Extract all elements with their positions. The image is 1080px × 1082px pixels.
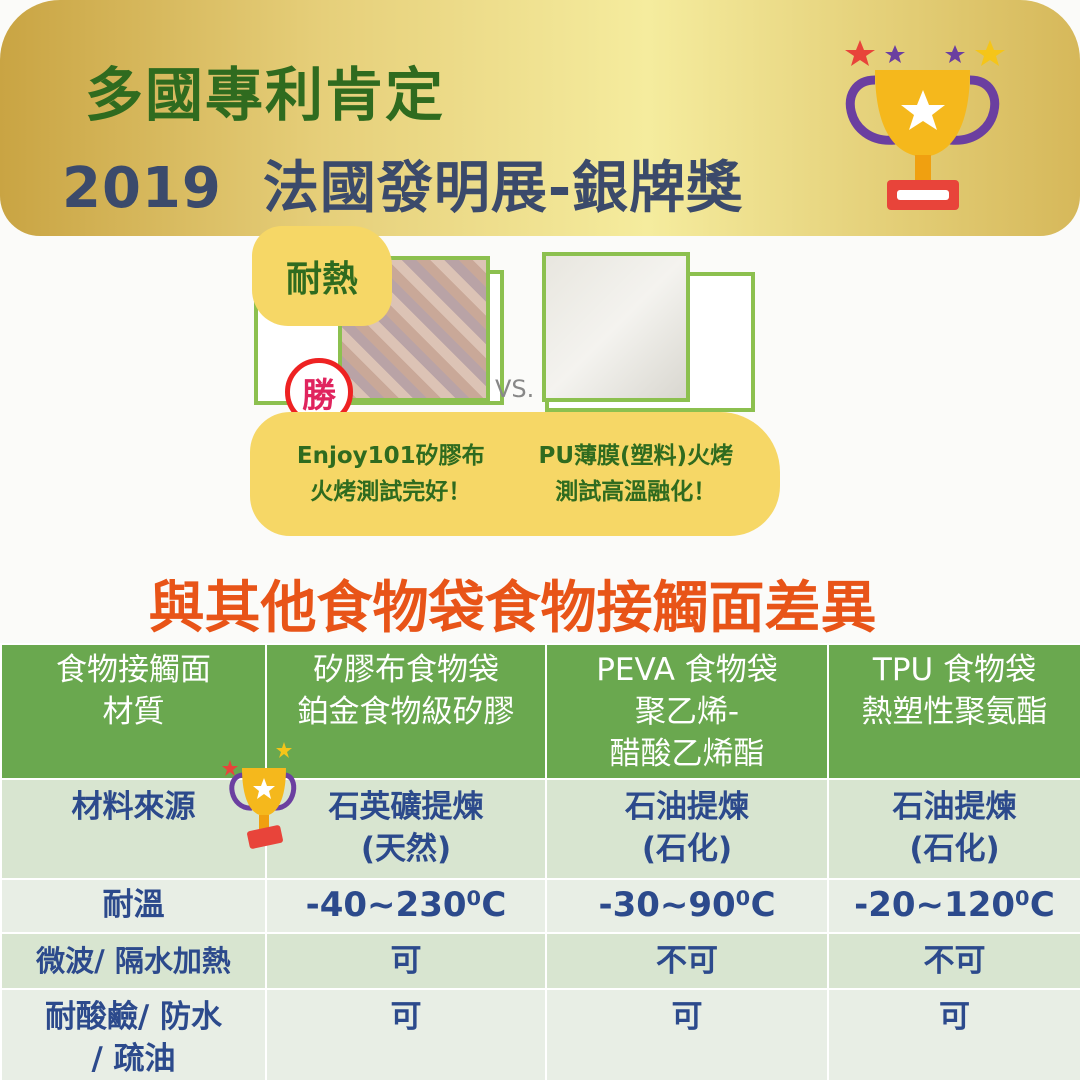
- caption-box: Enjoy101矽膠布 火烤測試完好！ PU薄膜(塑料)火烤 測試高溫融化！: [250, 412, 780, 536]
- trophy-icon: [845, 40, 1005, 210]
- table-row: 材料來源 石英礦提煉 (天然) 石油提煉 (石化) 石油提煉 (石化): [0, 778, 1080, 880]
- table-cell: 石油提煉 (石化): [545, 778, 829, 880]
- header-silicone: 矽膠布食物袋 鉑金食物級矽膠: [265, 643, 547, 780]
- table-cell: 不可: [545, 932, 829, 990]
- caption-line: 火烤測試完好！: [310, 479, 472, 505]
- row-label: 耐溫: [0, 878, 267, 934]
- vs-label: VS.: [495, 375, 535, 403]
- row-label: 耐酸鹼/ 防水 / 疏油: [0, 988, 267, 1082]
- row-label: 材料來源: [0, 778, 267, 880]
- table-header-row: 食物接觸面 材質 矽膠布食物袋 鉑金食物級矽膠 PEVA 食物袋 聚乙烯- 醋酸乙烯酯 …: [0, 643, 1080, 780]
- header-peva: PEVA 食物袋 聚乙烯- 醋酸乙烯酯: [545, 643, 829, 780]
- banner-subtitle: 2019 法國發明展-銀牌獎: [62, 156, 744, 221]
- caption-line: PU薄膜(塑料)火烤: [538, 443, 734, 469]
- table-cell: -30~90⁰C: [545, 878, 829, 934]
- row-label: 微波/ 隔水加熱: [0, 932, 267, 990]
- header-tpu: TPU 食物袋 熱塑性聚氨酯: [827, 643, 1080, 780]
- table-cell: -20~120⁰C: [827, 878, 1080, 934]
- small-trophy-icon: [222, 742, 297, 849]
- header-material: 食物接觸面 材質: [0, 643, 267, 780]
- table-cell: 石油提煉 (石化): [827, 778, 1080, 880]
- caption-line: Enjoy101矽膠布: [296, 443, 485, 469]
- comparison-table: 食物接觸面 材質 矽膠布食物袋 鉑金食物級矽膠 PEVA 食物袋 聚乙烯- 醋酸乙烯酯 …: [0, 643, 1080, 1082]
- table-cell: 可: [265, 988, 547, 1082]
- heat-resistant-tag: 耐熱: [252, 226, 392, 326]
- table-cell: 不可: [827, 932, 1080, 990]
- table-row: 耐溫 -40~230⁰C -30~90⁰C -20~120⁰C: [0, 878, 1080, 934]
- table-cell: 可: [265, 932, 547, 990]
- banner-title: 多國專利肯定: [85, 61, 446, 129]
- table-row: 耐酸鹼/ 防水 / 疏油 可 可 可: [0, 988, 1080, 1082]
- table-cell: -40~230⁰C: [265, 878, 547, 934]
- right-caption: PU薄膜(塑料)火烤 測試高溫融化！: [539, 438, 734, 510]
- table-cell: 石英礦提煉 (天然): [265, 778, 547, 880]
- pu-film-fire-test-photo: [542, 252, 690, 402]
- table-row: 微波/ 隔水加熱 可 不可 不可: [0, 932, 1080, 990]
- table-cell: 可: [545, 988, 829, 1082]
- section-title: 與其他食物袋食物接觸面差異: [148, 576, 877, 641]
- table-cell: 可: [827, 988, 1080, 1082]
- caption-line: 測試高溫融化！: [555, 479, 717, 505]
- left-caption: Enjoy101矽膠布 火烤測試完好！: [297, 438, 485, 510]
